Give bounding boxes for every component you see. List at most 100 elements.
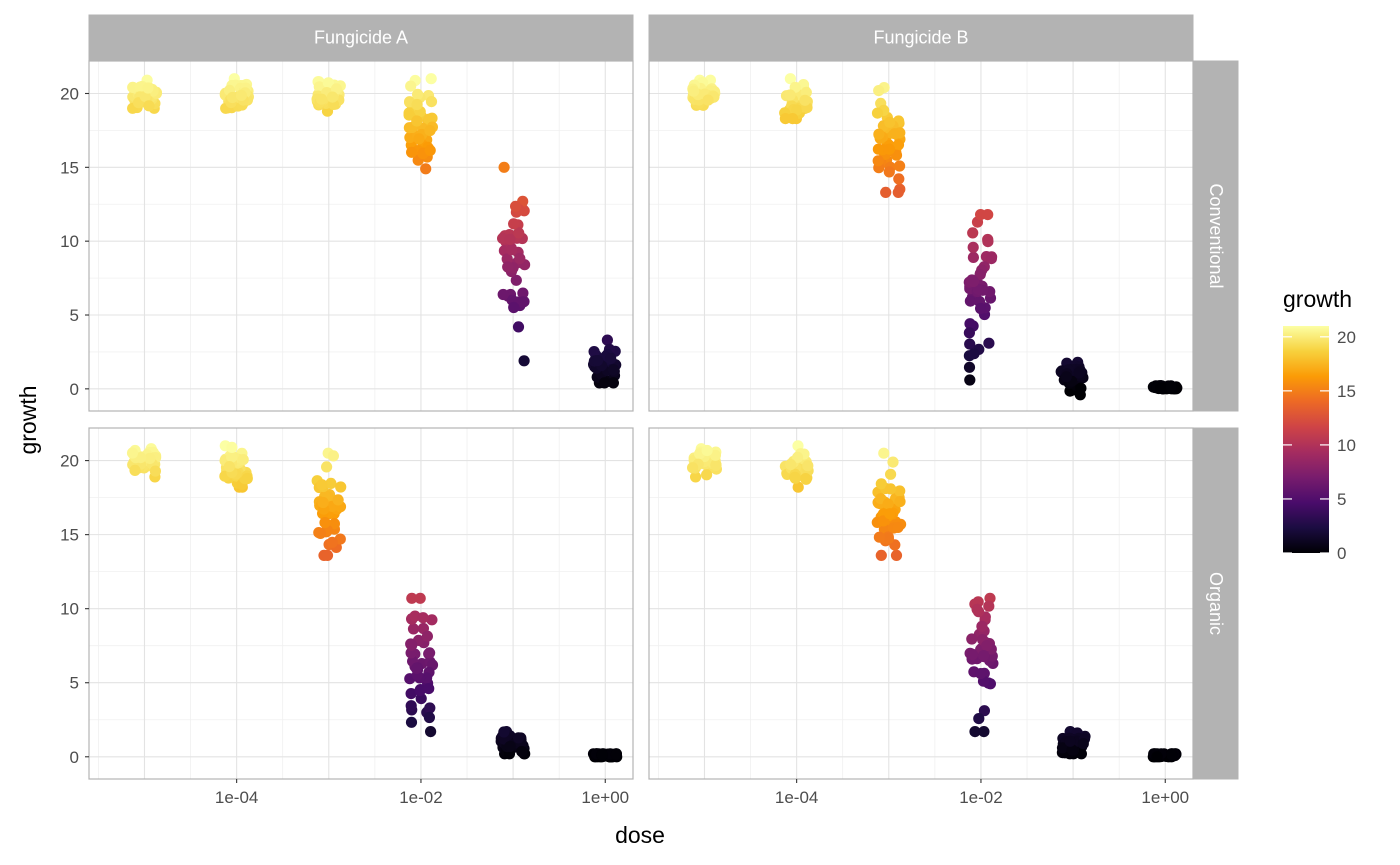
data-point [411,98,423,111]
data-point [969,726,981,738]
data-point [326,536,338,549]
data-point [690,471,702,483]
data-point [889,128,901,140]
data-point [605,353,617,365]
y-tick-label: 0 [70,748,79,767]
data-point [702,94,714,106]
data-point [872,155,884,167]
data-point [887,456,899,468]
data-point [688,85,700,97]
data-point [964,295,977,307]
data-point [971,603,983,616]
strip-background [1193,60,1239,412]
data-point [506,244,518,256]
legend-break-label: 15 [1337,382,1356,401]
strip-fungicide-a: Fungicide A [88,14,634,61]
panel-background [649,61,1193,411]
data-point [884,116,896,128]
data-point [509,200,522,212]
data-point [710,459,722,471]
data-point [144,452,156,464]
data-point [328,518,340,530]
legend-colorbar [1283,326,1329,553]
data-point [405,716,418,728]
data-point [871,107,884,119]
data-point [326,91,339,103]
y-tick-label: 10 [60,232,79,251]
y-tick-label: 15 [60,158,79,177]
data-point [890,549,903,562]
strip-organic: Organic [1193,427,1239,780]
data-point [981,640,993,652]
data-point [791,104,803,116]
data-point [1064,735,1076,747]
panel-background [649,428,1193,779]
y-tick-label: 5 [70,306,79,325]
data-point [1155,382,1167,394]
data-point [978,650,990,662]
data-point [784,89,796,101]
data-point [967,251,980,263]
x-tick-label: 1e+00 [1141,788,1189,807]
data-point [596,749,608,761]
panel-border [648,60,1194,412]
data-point [610,748,623,761]
x-tick-label: 1e-04 [215,788,258,807]
x-axis-title: dose [615,822,665,848]
data-point [149,465,161,477]
data-point [875,478,887,490]
data-point [425,726,437,738]
data-point [426,614,438,626]
strip-conventional: Conventional [1193,60,1239,412]
strip-label: Conventional [1206,183,1226,288]
data-point [966,633,978,645]
panel-border [88,427,634,780]
data-point [421,630,433,642]
data-point [978,705,991,717]
point-layer [687,440,1182,763]
data-point [893,173,905,185]
data-point [322,77,334,89]
strip-background [648,14,1194,61]
data-point [226,451,238,463]
data-point [417,612,429,624]
data-point [414,592,426,604]
data-point [784,73,797,85]
legend-title: growth [1283,286,1352,312]
data-point [424,647,436,659]
strip-background [88,14,634,61]
data-point [885,468,897,480]
data-point [1165,381,1177,393]
point-layer [127,73,622,389]
data-point [405,688,417,700]
data-point [498,161,510,173]
data-point [975,209,987,221]
data-point [802,460,814,472]
panel-border [88,60,634,412]
data-point [976,620,988,632]
data-point [1151,751,1163,763]
point-layer [687,73,1183,401]
data-point [512,321,525,333]
panel-border [648,427,1194,780]
data-point [789,471,801,483]
data-point [892,139,905,151]
data-point [882,498,894,510]
data-point [420,163,432,175]
data-point [964,374,976,386]
data-point [413,133,425,145]
data-point [504,740,516,753]
strips-layer: Fungicide A Fungicide B Conventional Organi… [88,14,1239,780]
x-tick-label: 1e-04 [775,788,818,807]
data-point [601,334,614,346]
data-point [799,94,811,106]
strip-background [1193,427,1239,780]
data-point [514,252,526,265]
data-point [792,481,804,493]
data-point [975,302,987,315]
data-point [223,461,235,473]
data-point [518,355,530,367]
data-point [237,454,249,466]
y-tick-label: 5 [70,674,79,693]
data-point [424,144,436,156]
